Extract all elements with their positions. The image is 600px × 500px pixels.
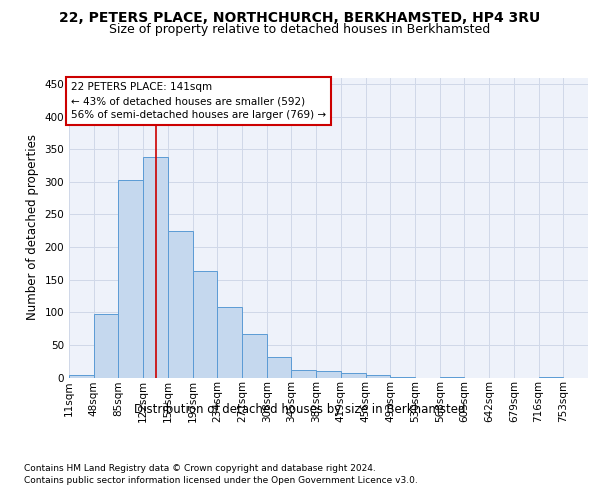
Bar	[440, 377, 464, 378]
Bar	[341, 373, 365, 378]
Bar	[292, 370, 316, 378]
Bar	[242, 334, 267, 378]
Bar	[94, 314, 118, 378]
Bar	[69, 375, 94, 378]
Text: Contains public sector information licensed under the Open Government Licence v3: Contains public sector information licen…	[24, 476, 418, 485]
Bar	[217, 307, 242, 378]
Bar	[316, 371, 341, 378]
Text: Size of property relative to detached houses in Berkhamsted: Size of property relative to detached ho…	[109, 22, 491, 36]
Text: Contains HM Land Registry data © Crown copyright and database right 2024.: Contains HM Land Registry data © Crown c…	[24, 464, 376, 473]
Bar	[365, 375, 390, 378]
Bar	[118, 180, 143, 378]
Bar	[267, 356, 292, 378]
Bar	[143, 157, 168, 378]
Text: 22 PETERS PLACE: 141sqm
← 43% of detached houses are smaller (592)
56% of semi-d: 22 PETERS PLACE: 141sqm ← 43% of detache…	[71, 82, 326, 120]
Bar	[193, 271, 217, 378]
Bar	[168, 231, 193, 378]
Text: 22, PETERS PLACE, NORTHCHURCH, BERKHAMSTED, HP4 3RU: 22, PETERS PLACE, NORTHCHURCH, BERKHAMST…	[59, 11, 541, 25]
Bar	[539, 377, 563, 378]
Bar	[390, 377, 415, 378]
Text: Distribution of detached houses by size in Berkhamsted: Distribution of detached houses by size …	[134, 402, 466, 415]
Y-axis label: Number of detached properties: Number of detached properties	[26, 134, 39, 320]
